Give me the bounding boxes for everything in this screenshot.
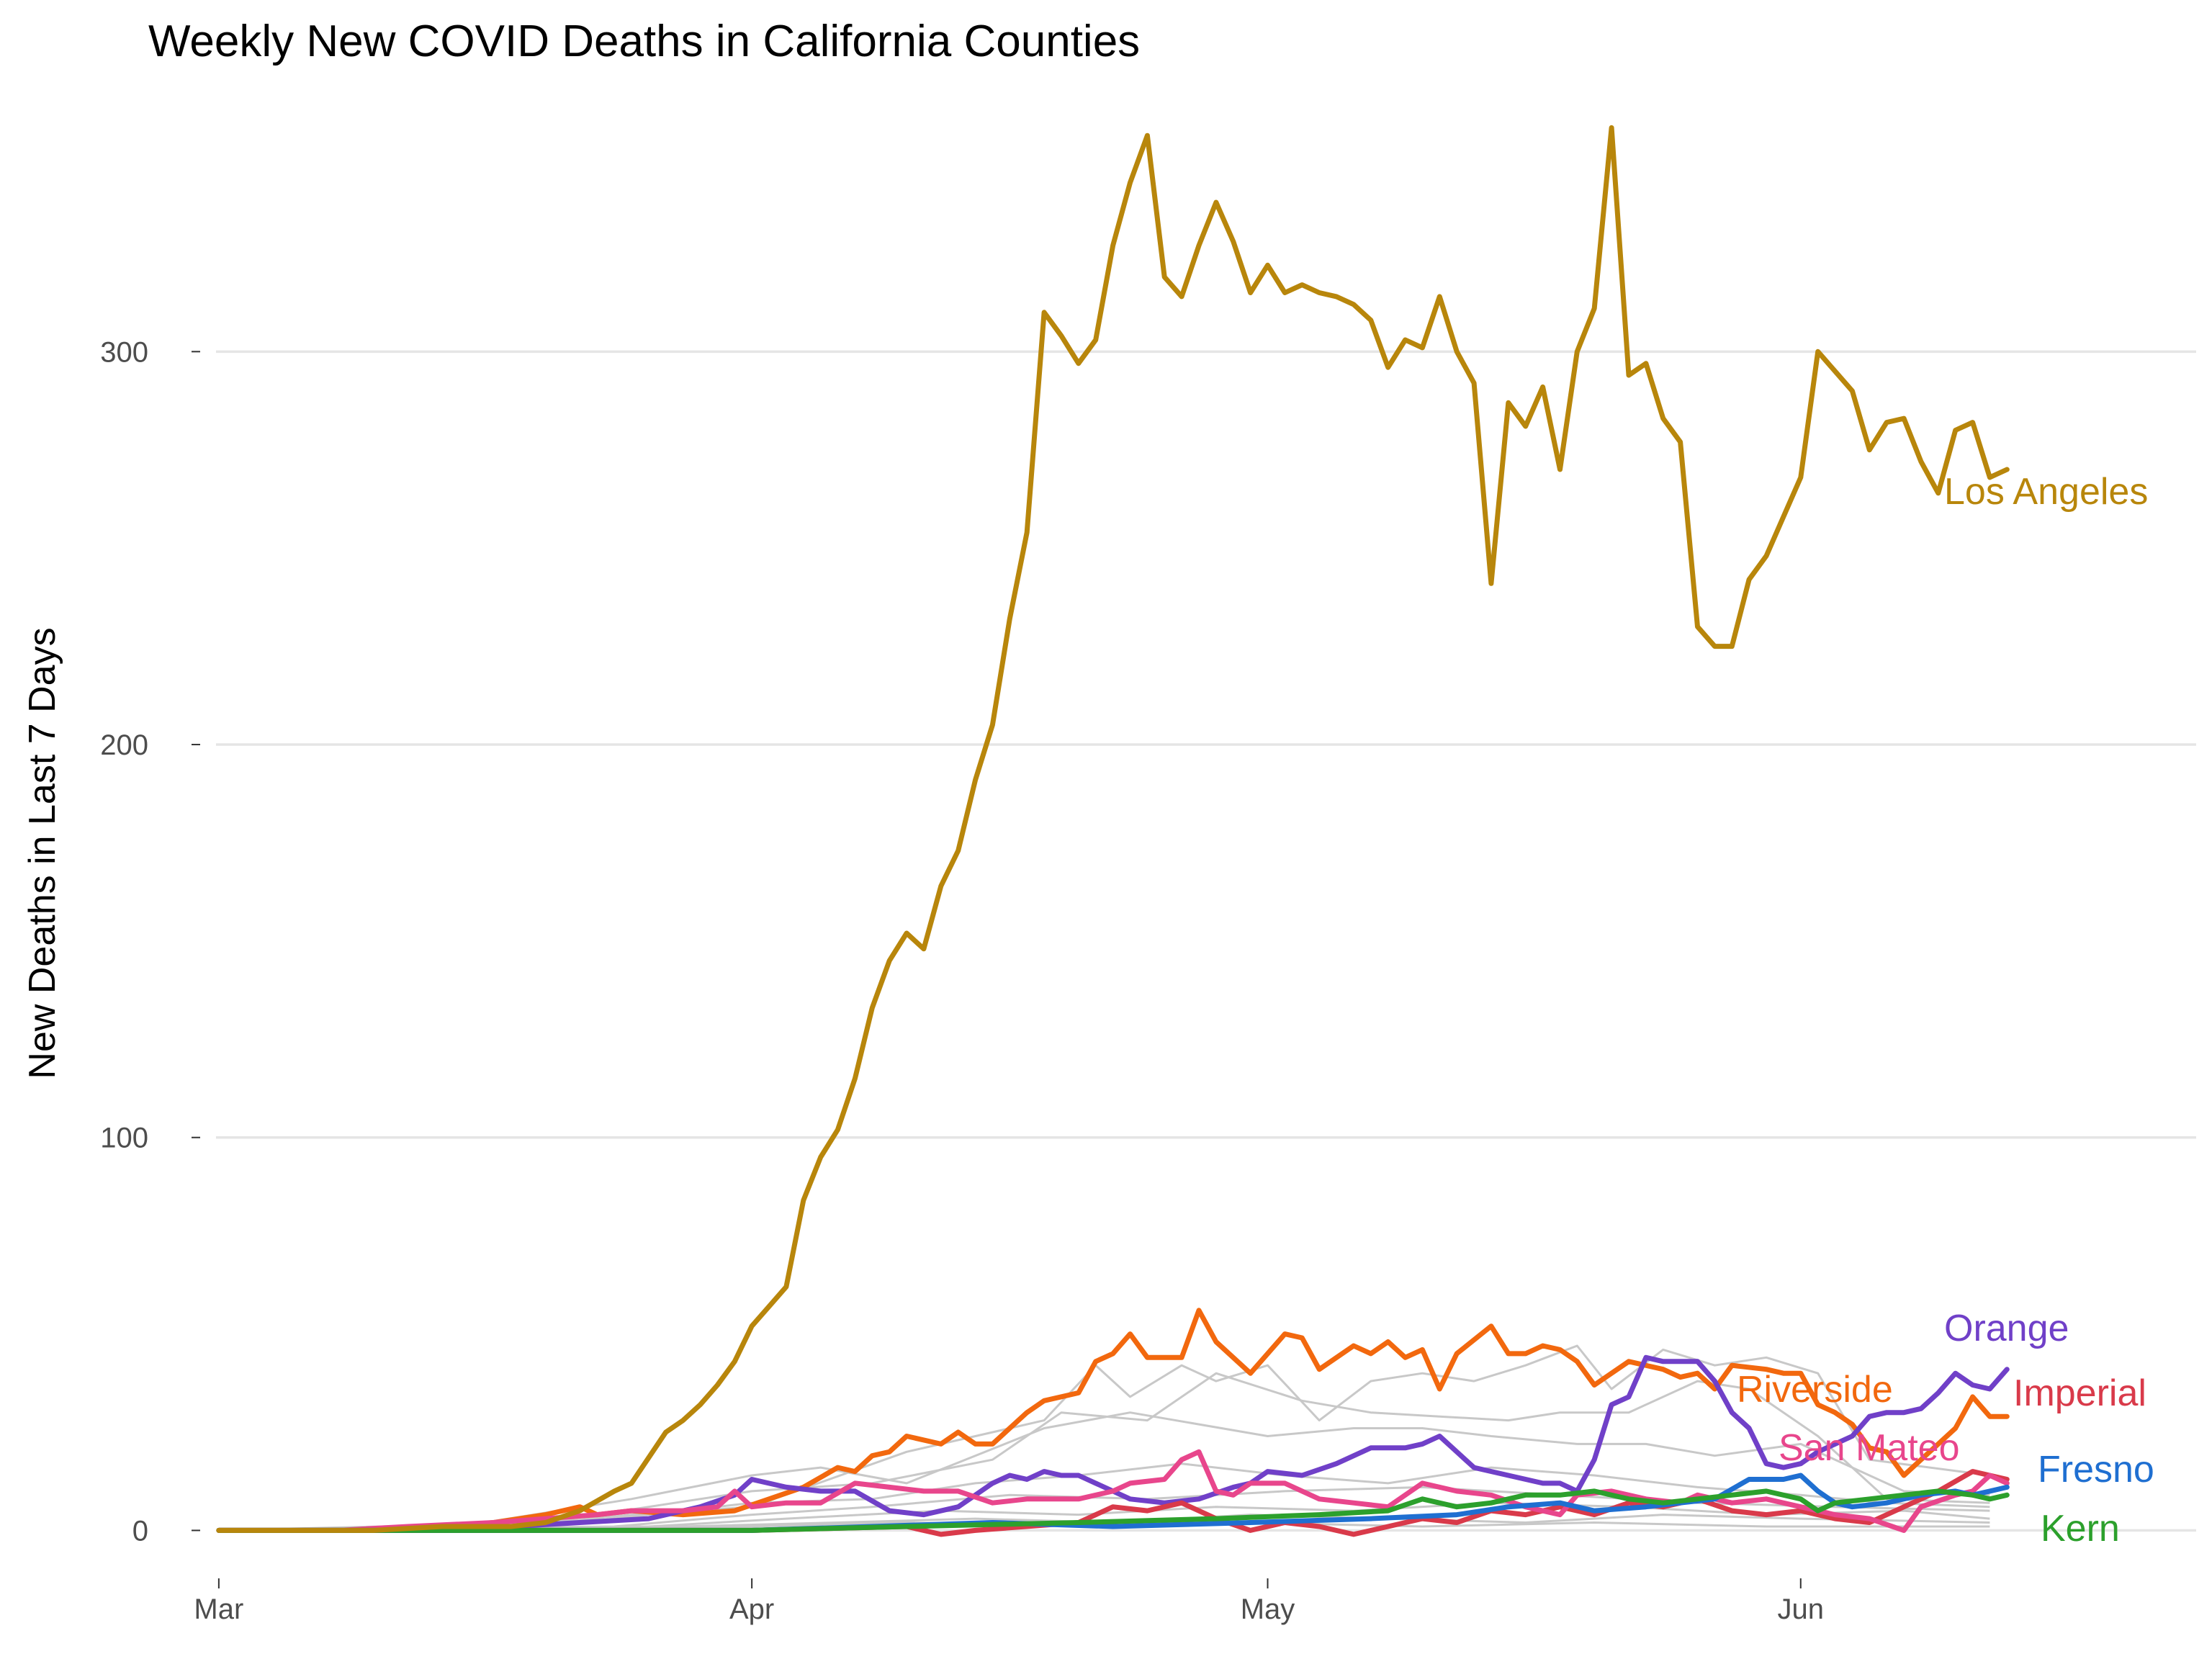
series-label-orange: Orange (1944, 1308, 2069, 1349)
series-label-imperial: Imperial (2013, 1372, 2146, 1414)
series-line-orange (216, 1354, 2010, 1533)
background-county-line (218, 1411, 1990, 1532)
series-line-san-mateo (216, 1449, 2010, 1533)
series-end-labels: Los Angeles Riverside Orange Imperial San Ma… (1737, 471, 2154, 1550)
series-line-riverside (216, 1308, 2010, 1533)
x-tick-labels: Mar Apr May Jun (194, 1593, 1824, 1625)
chart-title: Weekly New COVID Deaths in California Co… (148, 17, 1140, 66)
highlighted-county-lines (216, 125, 2010, 1537)
background-county-line (218, 1514, 1990, 1532)
x-tick-label: Jun (1778, 1593, 1825, 1625)
y-tick-label: 100 (100, 1123, 148, 1154)
y-tick-label: 200 (100, 729, 148, 761)
series-line-kern (216, 1488, 2010, 1533)
series-label-san-mateo: San Mateo (1779, 1427, 1960, 1469)
y-axis-label: New Deaths in Last 7 Days (22, 627, 63, 1079)
series-label-kern: Kern (2041, 1508, 2120, 1550)
series-label-los-angeles: Los Angeles (1944, 471, 2148, 513)
x-tick-label: Apr (729, 1593, 774, 1625)
y-tick-label: 0 (132, 1515, 148, 1547)
background-county-line (218, 1344, 1990, 1532)
series-label-fresno: Fresno (2038, 1449, 2154, 1491)
y-tick-labels: 0 100 200 300 (100, 336, 148, 1547)
x-tick-label: May (1241, 1593, 1295, 1625)
y-tick-label: 300 (100, 336, 148, 368)
series-label-riverside: Riverside (1737, 1369, 1893, 1411)
series-line-imperial (216, 1469, 2010, 1537)
x-tick-label: Mar (194, 1593, 243, 1625)
series-line-los-angeles (216, 125, 2010, 1533)
